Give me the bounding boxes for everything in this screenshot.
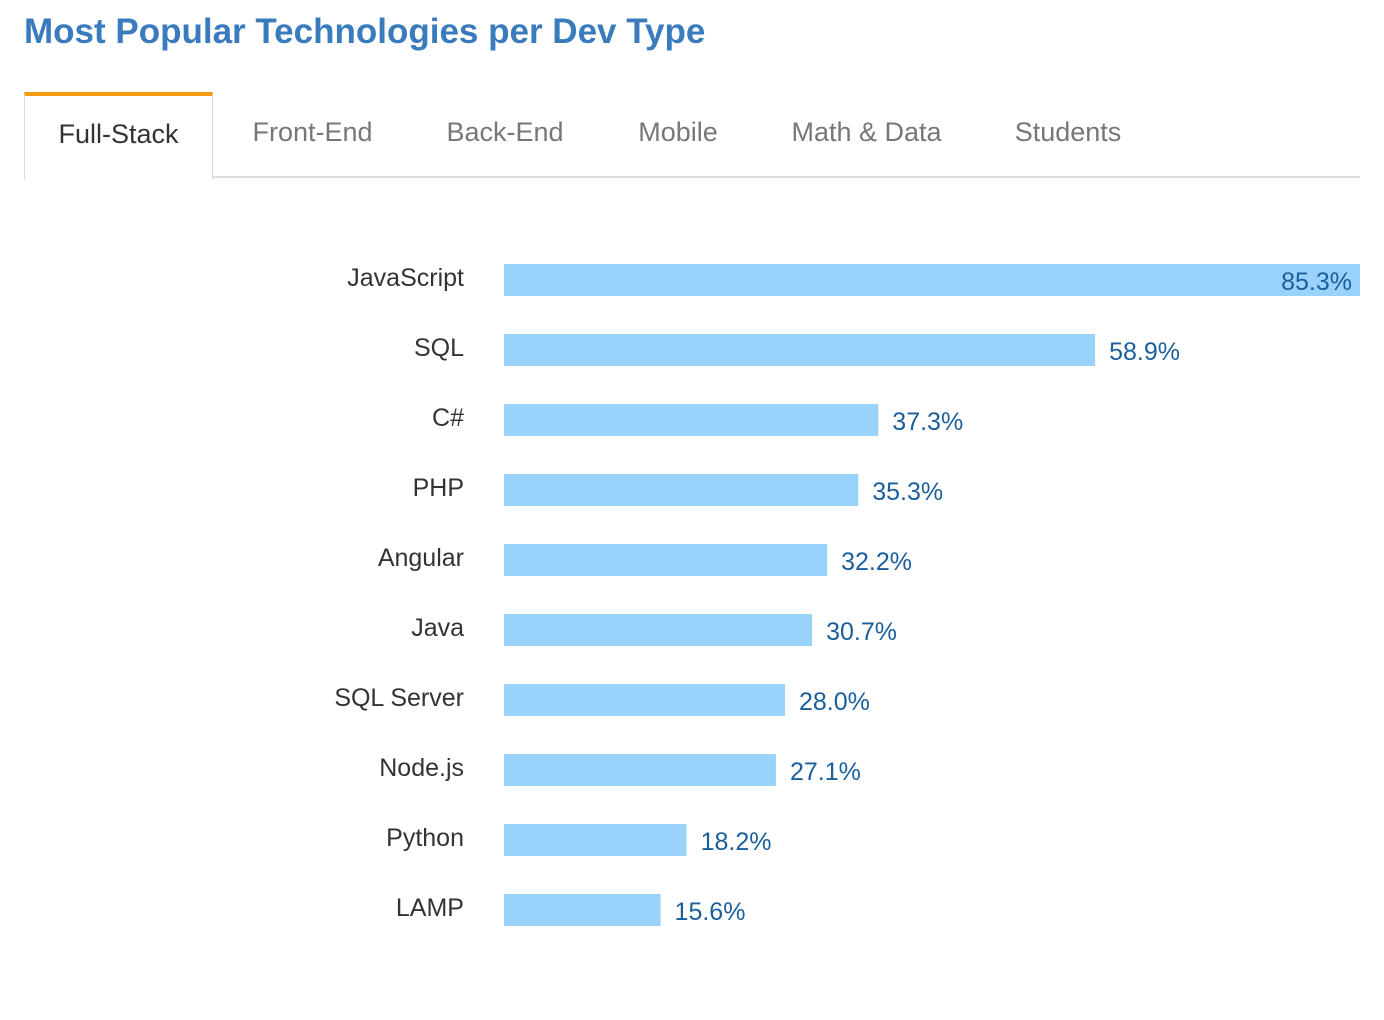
category-label-angular: Angular — [378, 544, 464, 572]
bar-sql — [504, 334, 1096, 366]
tab-mobile[interactable]: Mobile — [638, 117, 718, 147]
category-label-node-js: Node.js — [379, 754, 464, 782]
technologies-bar-chart: JavaScript 85.3% SQL 58.9% C# 37.3% PHP 35.3% An… — [334, 264, 1360, 926]
value-label-python: 18.2% — [701, 828, 772, 856]
page-title: Most Popular Technologies per Dev Type — [24, 12, 706, 51]
bar-lamp — [504, 894, 661, 926]
bar-php — [504, 474, 859, 506]
tab-back-end[interactable]: Back-End — [446, 117, 564, 147]
bar-angular — [504, 544, 828, 576]
category-label-c: C# — [432, 404, 464, 432]
value-label-java: 30.7% — [826, 618, 897, 646]
bar-python — [504, 824, 687, 856]
bar-sql-server — [504, 684, 785, 716]
value-label-javascript: 85.3% — [1281, 268, 1352, 296]
bar-java — [504, 614, 813, 646]
dev-type-tab-bar: Full-Stack Front-End Back-End Mobile Mat… — [24, 92, 1360, 180]
category-label-java: Java — [411, 614, 464, 642]
tab-math-and-data[interactable]: Math & Data — [791, 117, 942, 147]
category-label-lamp: LAMP — [396, 894, 464, 922]
bar-c — [504, 404, 879, 436]
category-label-sql: SQL — [414, 334, 464, 362]
tab-students[interactable]: Students — [1014, 117, 1122, 147]
value-label-sql-server: 28.0% — [799, 688, 870, 716]
value-label-sql: 58.9% — [1109, 338, 1180, 366]
category-label-javascript: JavaScript — [347, 264, 464, 292]
bar-node-js — [504, 754, 776, 786]
bar-javascript — [504, 264, 1360, 296]
category-label-php: PHP — [413, 474, 464, 502]
category-label-sql-server: SQL Server — [334, 684, 464, 712]
value-label-node-js: 27.1% — [790, 758, 861, 786]
tab-front-end[interactable]: Front-End — [252, 117, 373, 147]
tab-full-stack[interactable]: Full-Stack — [24, 92, 213, 180]
value-label-angular: 32.2% — [841, 548, 912, 576]
category-label-python: Python — [386, 824, 464, 852]
value-label-c: 37.3% — [892, 408, 963, 436]
value-label-php: 35.3% — [872, 478, 943, 506]
value-label-lamp: 15.6% — [675, 898, 746, 926]
